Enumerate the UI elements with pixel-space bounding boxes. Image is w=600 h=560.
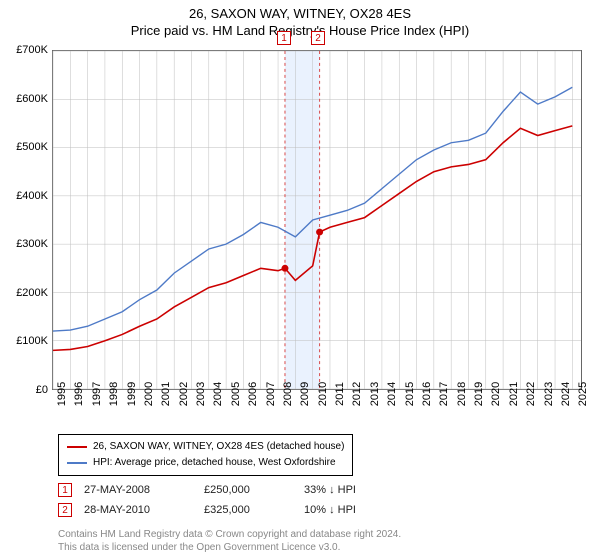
sale-diff-2: 10% ↓ HPI [304,504,404,516]
sale-row-2: 2 28-MAY-2010 £325,000 10% ↓ HPI [58,500,404,520]
xtick-label: 2001 [160,382,172,406]
xtick-label: 2008 [282,382,294,406]
sale-diff-1: 33% ↓ HPI [304,484,404,496]
sales-table: 1 27-MAY-2008 £250,000 33% ↓ HPI 2 28-MA… [58,480,404,520]
xtick-label: 2014 [386,382,398,406]
xtick-label: 2007 [265,382,277,406]
xtick-label: 1999 [126,382,138,406]
xtick-label: 2012 [351,382,363,406]
chart-svg [53,51,581,389]
xtick-label: 2021 [508,382,520,406]
sale-date-2: 28-MAY-2010 [84,504,204,516]
xtick-label: 2024 [560,382,572,406]
xtick-label: 2011 [334,382,346,406]
xtick-label: 2022 [525,382,537,406]
ytick-label: £600K [16,93,48,105]
xtick-label: 2004 [212,382,224,406]
ytick-label: £200K [16,287,48,299]
footnote: Contains HM Land Registry data © Crown c… [58,528,401,554]
xtick-label: 1996 [73,382,85,406]
legend: 26, SAXON WAY, WITNEY, OX28 4ES (detache… [58,434,353,476]
marker-label-1-text: 1 [281,33,287,44]
xtick-label: 2015 [404,382,416,406]
marker-label-2-text: 2 [315,33,321,44]
ytick-label: £300K [16,238,48,250]
xtick-label: 2009 [299,382,311,406]
sale-date-1: 27-MAY-2008 [84,484,204,496]
chart-container: 26, SAXON WAY, WITNEY, OX28 4ES Price pa… [0,0,600,560]
ytick-label: £700K [16,44,48,56]
title-line2: Price paid vs. HM Land Registry's House … [0,23,600,38]
legend-row-1: 26, SAXON WAY, WITNEY, OX28 4ES (detache… [67,439,344,455]
chart-plot-area [52,50,582,390]
xtick-label: 2023 [543,382,555,406]
xtick-label: 2018 [456,382,468,406]
legend-row-2: HPI: Average price, detached house, West… [67,455,344,471]
ytick-label: £500K [16,141,48,153]
xtick-label: 2025 [577,382,589,406]
legend-swatch-2 [67,462,87,464]
xtick-label: 2006 [247,382,259,406]
xtick-label: 2019 [473,382,485,406]
legend-label-1: 26, SAXON WAY, WITNEY, OX28 4ES (detache… [93,439,344,455]
sale-marker-2: 2 [58,503,72,517]
xtick-label: 1997 [91,382,103,406]
xtick-label: 2005 [230,382,242,406]
ytick-label: £100K [16,335,48,347]
title-line1: 26, SAXON WAY, WITNEY, OX28 4ES [0,6,600,21]
marker-label-2: 2 [311,31,325,45]
xtick-label: 1995 [56,382,68,406]
legend-label-2: HPI: Average price, detached house, West… [93,455,336,471]
xtick-label: 2017 [438,382,450,406]
marker-label-1: 1 [277,31,291,45]
title-block: 26, SAXON WAY, WITNEY, OX28 4ES Price pa… [0,0,600,38]
sale-price-2: £325,000 [204,504,304,516]
ytick-label: £400K [16,190,48,202]
xtick-label: 2000 [143,382,155,406]
footnote-line2: This data is licensed under the Open Gov… [58,541,401,554]
sale-marker-1: 1 [58,483,72,497]
legend-swatch-1 [67,446,87,448]
footnote-line1: Contains HM Land Registry data © Crown c… [58,528,401,541]
xtick-label: 2002 [178,382,190,406]
xtick-label: 2010 [317,382,329,406]
xtick-label: 1998 [108,382,120,406]
ytick-label: £0 [36,384,48,396]
xtick-label: 2003 [195,382,207,406]
sale-row-1: 1 27-MAY-2008 £250,000 33% ↓ HPI [58,480,404,500]
xtick-label: 2013 [369,382,381,406]
sale-price-1: £250,000 [204,484,304,496]
xtick-label: 2016 [421,382,433,406]
xtick-label: 2020 [490,382,502,406]
